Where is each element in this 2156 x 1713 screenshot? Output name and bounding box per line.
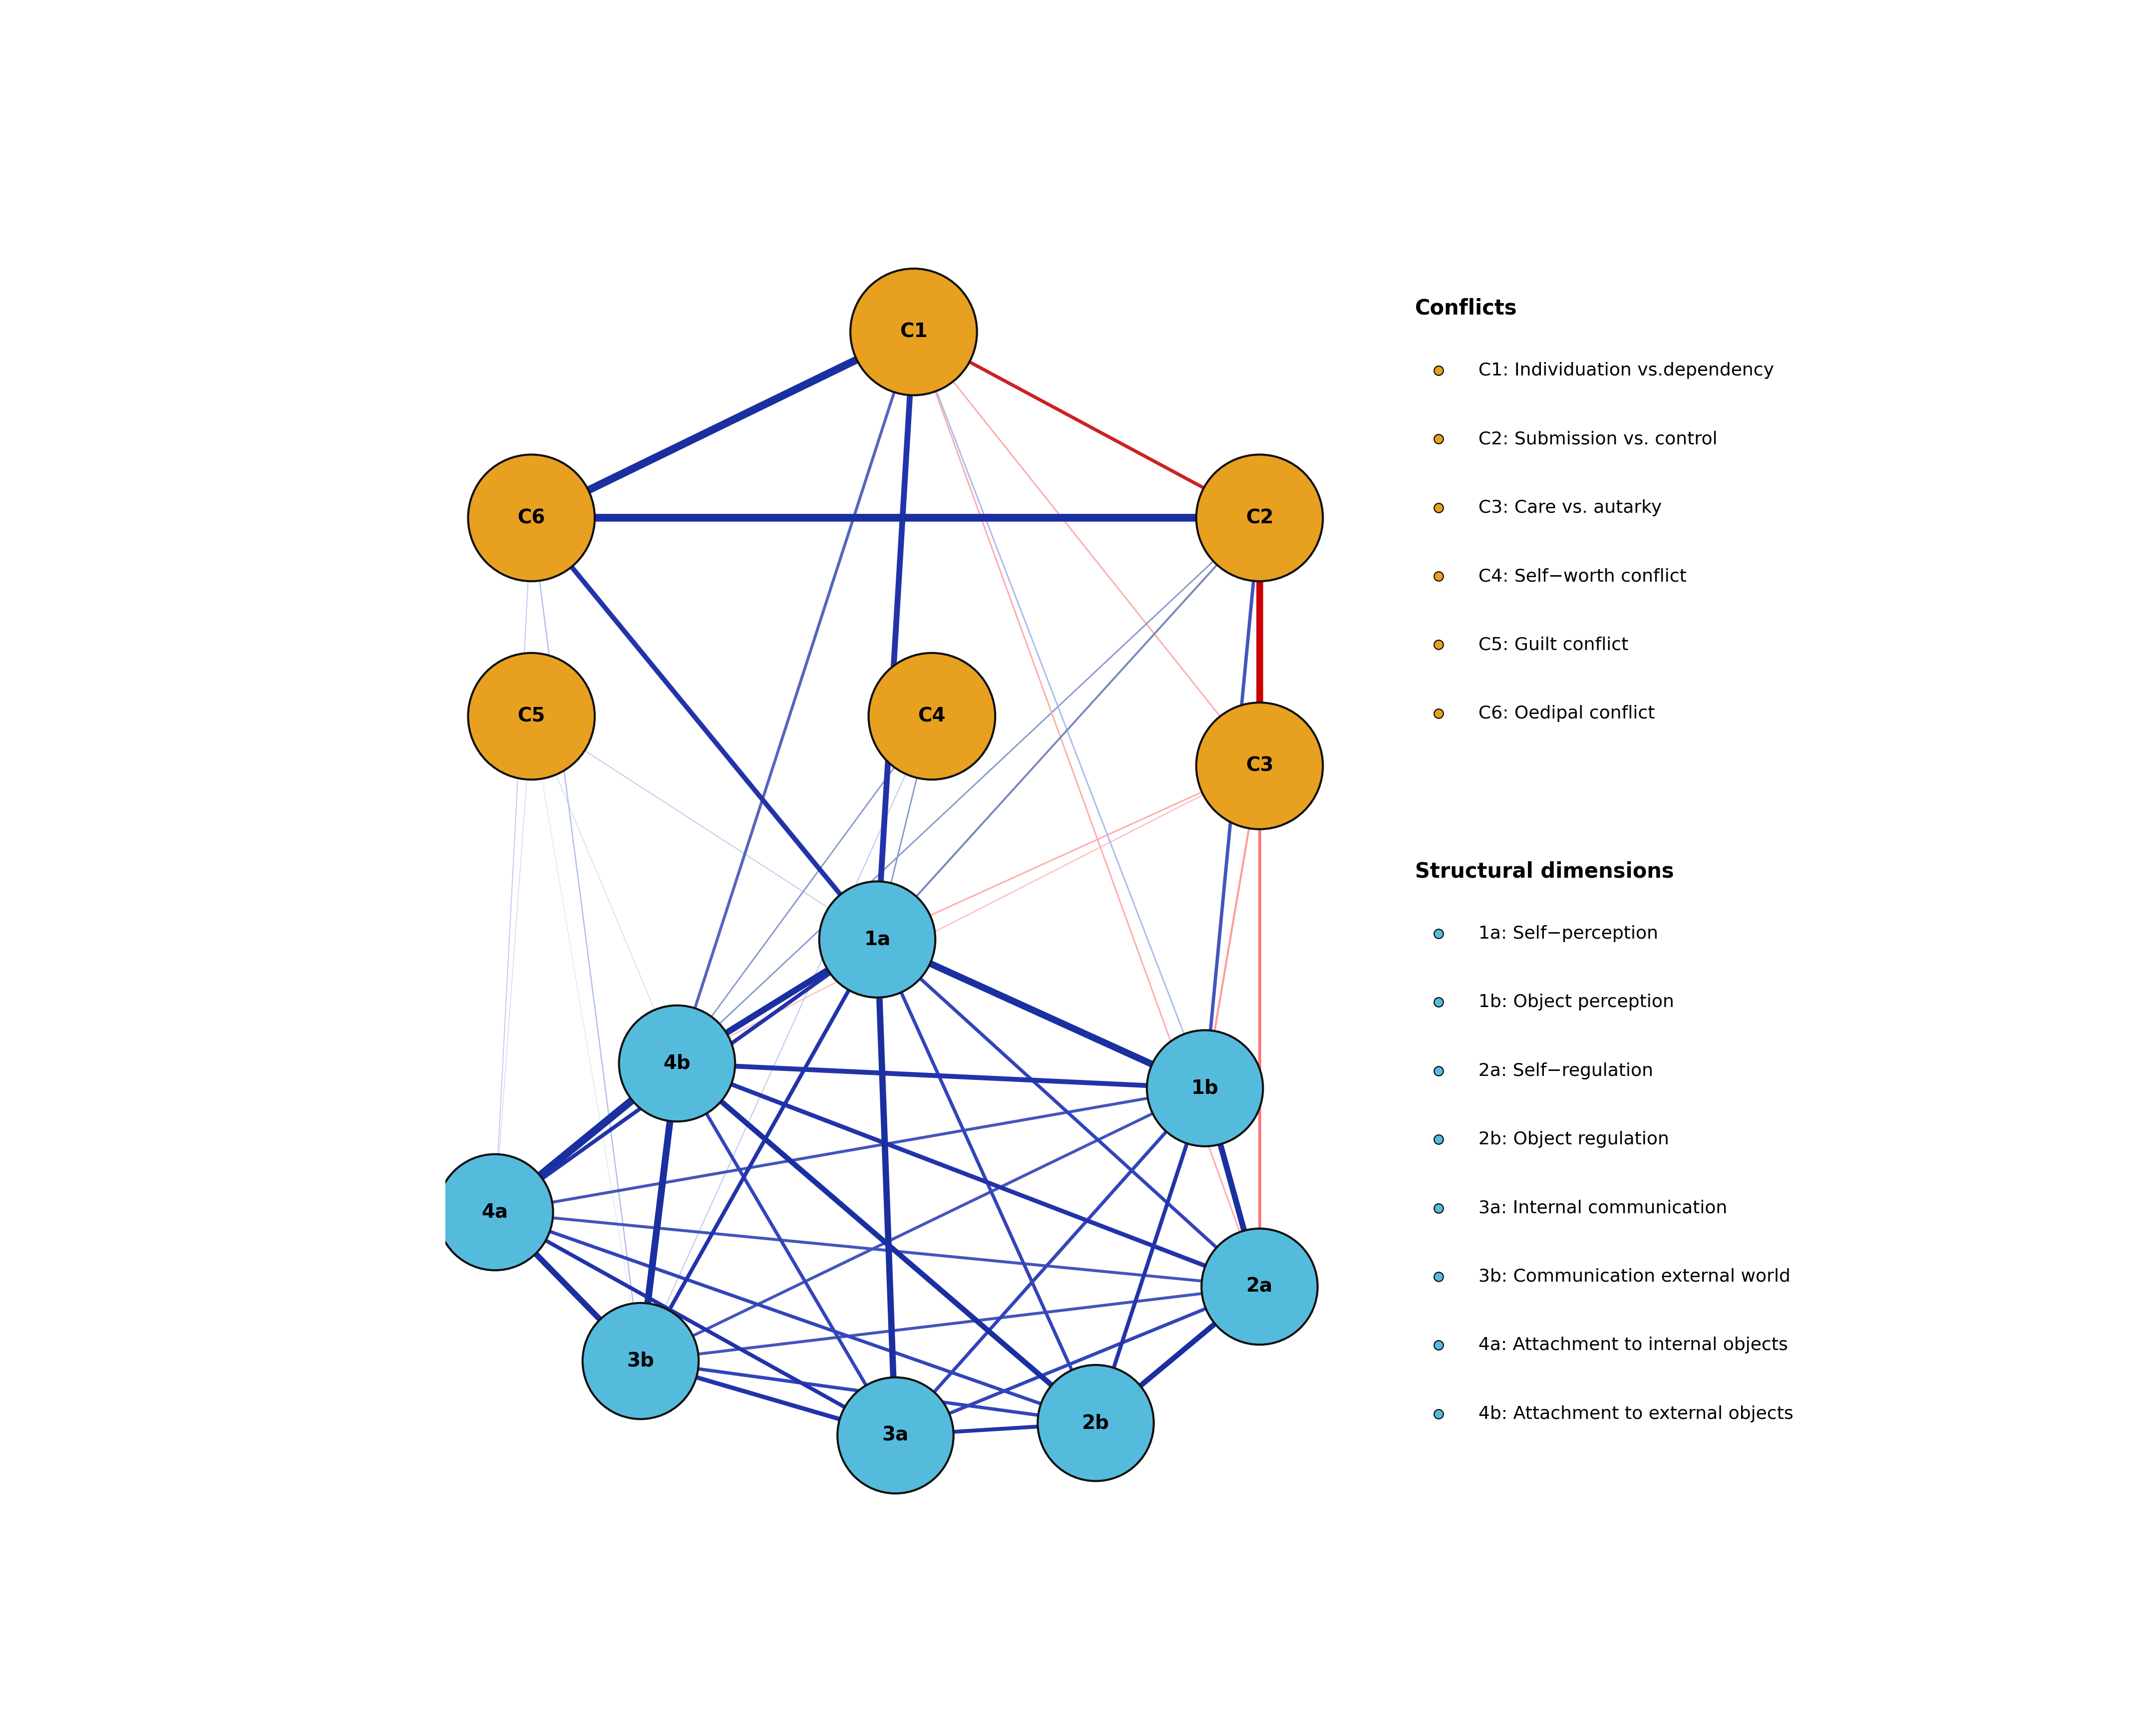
Text: C4: C4 xyxy=(918,707,946,726)
Point xyxy=(1421,1262,1455,1290)
Text: 4a: Attachment to internal objects: 4a: Attachment to internal objects xyxy=(1479,1336,1787,1353)
Text: C1: Individuation vs.dependency: C1: Individuation vs.dependency xyxy=(1479,361,1774,379)
Text: 4a: 4a xyxy=(481,1203,509,1221)
Circle shape xyxy=(468,454,595,581)
Point xyxy=(1421,699,1455,726)
Circle shape xyxy=(619,1006,735,1122)
Text: C1: C1 xyxy=(899,322,927,341)
Text: 1a: Self−perception: 1a: Self−perception xyxy=(1479,925,1658,942)
Circle shape xyxy=(1147,1030,1263,1146)
Point xyxy=(1421,493,1455,521)
Circle shape xyxy=(1197,454,1324,581)
Text: 2a: Self−regulation: 2a: Self−regulation xyxy=(1479,1062,1654,1079)
Circle shape xyxy=(1197,702,1324,829)
Circle shape xyxy=(1037,1365,1153,1482)
Text: 3a: Internal communication: 3a: Internal communication xyxy=(1479,1199,1727,1216)
Text: C3: C3 xyxy=(1246,757,1274,776)
Text: C6: Oedipal conflict: C6: Oedipal conflict xyxy=(1479,704,1656,721)
Text: 1b: Object perception: 1b: Object perception xyxy=(1479,994,1673,1011)
Text: C5: Guilt conflict: C5: Guilt conflict xyxy=(1479,636,1628,653)
Text: 2b: Object regulation: 2b: Object regulation xyxy=(1479,1131,1669,1148)
Point xyxy=(1421,988,1455,1016)
Text: 4b: Attachment to external objects: 4b: Attachment to external objects xyxy=(1479,1405,1794,1422)
Text: 2a: 2a xyxy=(1246,1278,1272,1297)
Point xyxy=(1421,1125,1455,1153)
Text: C4: Self−worth conflict: C4: Self−worth conflict xyxy=(1479,567,1686,584)
Text: C5: C5 xyxy=(517,707,545,726)
Circle shape xyxy=(819,882,936,997)
Text: 1b: 1b xyxy=(1192,1079,1218,1098)
Text: 4b: 4b xyxy=(664,1053,690,1072)
Text: Structural dimensions: Structural dimensions xyxy=(1414,862,1673,882)
Text: Conflicts: Conflicts xyxy=(1414,298,1518,319)
Text: 2b: 2b xyxy=(1082,1413,1110,1432)
Point xyxy=(1421,1194,1455,1221)
Point xyxy=(1421,1331,1455,1358)
Circle shape xyxy=(869,653,996,779)
Circle shape xyxy=(849,269,977,396)
Circle shape xyxy=(1201,1228,1317,1345)
Text: C6: C6 xyxy=(517,509,545,528)
Text: C2: C2 xyxy=(1246,509,1274,528)
Text: 3b: Communication external world: 3b: Communication external world xyxy=(1479,1268,1789,1285)
Text: 1a: 1a xyxy=(865,930,890,949)
Point xyxy=(1421,1400,1455,1427)
Text: 3b: 3b xyxy=(627,1352,655,1370)
Circle shape xyxy=(582,1304,699,1418)
Text: C3: Care vs. autarky: C3: Care vs. autarky xyxy=(1479,498,1662,516)
Circle shape xyxy=(837,1377,953,1494)
Circle shape xyxy=(468,653,595,779)
Circle shape xyxy=(438,1155,554,1271)
Text: 3a: 3a xyxy=(882,1425,910,1444)
Point xyxy=(1421,562,1455,589)
Point xyxy=(1421,1057,1455,1084)
Point xyxy=(1421,356,1455,384)
Point xyxy=(1421,630,1455,658)
Point xyxy=(1421,920,1455,947)
Point xyxy=(1421,425,1455,452)
Text: C2: Submission vs. control: C2: Submission vs. control xyxy=(1479,430,1716,447)
